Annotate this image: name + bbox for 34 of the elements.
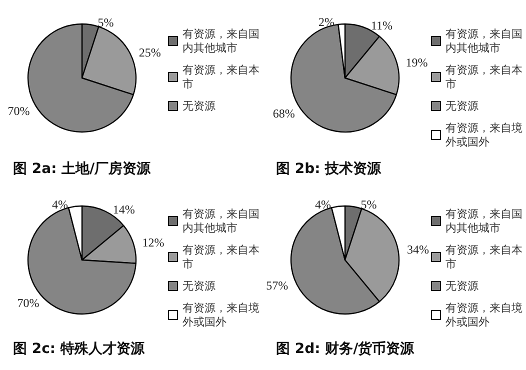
data-label: 5% <box>98 16 114 30</box>
data-label: 70% <box>8 104 30 118</box>
text: 图 2b: 技术资源 <box>276 161 382 177</box>
data-label: 5% <box>360 198 377 212</box>
legend-label: 无资源 <box>182 100 216 112</box>
legend-label: 有资源，来自境外或国外 <box>446 302 522 328</box>
data-label: 4% <box>52 197 68 212</box>
legend-label: 有资源，来自境外或国外 <box>182 302 260 328</box>
legend-label: 无资源 <box>446 280 478 292</box>
data-label: 12% <box>142 236 164 250</box>
legend-label: 有资源，来自国内其他城市 <box>446 28 522 54</box>
legend-label: 有资源，来自国内其他城市 <box>182 28 260 54</box>
legend-label: 无资源 <box>446 100 478 112</box>
data-label: 34% <box>407 242 430 257</box>
data-label: 68% <box>272 106 295 121</box>
legend-label: 有资源，来自国内其他城市 <box>182 208 260 234</box>
data-label: 70% <box>17 296 40 310</box>
data-label: 25% <box>138 46 161 60</box>
text: 图 2d: 财务/货币资源 <box>276 340 416 357</box>
legend-label: 有资源，来自本市 <box>182 64 260 90</box>
legend-label: 无资源 <box>182 280 216 292</box>
data-label: 2% <box>318 15 334 30</box>
text: 图 2a: 土地/厂房资源 <box>13 160 152 177</box>
data-label: 57% <box>266 278 288 292</box>
data-label: 14% <box>112 202 135 216</box>
text: 图 2c: 特殊人才资源 <box>13 341 146 357</box>
legend-label: 有资源，来自本市 <box>182 244 260 270</box>
data-label: 4% <box>314 197 331 212</box>
data-label: 11% <box>370 18 393 32</box>
data-label: 19% <box>406 55 428 70</box>
legend-label: 有资源，来自本市 <box>446 244 522 270</box>
legend-label: 有资源，来自国内其他城市 <box>446 208 522 234</box>
legend-label: 有资源，来自本市 <box>446 64 522 90</box>
legend-label: 有资源，来自境外或国外 <box>446 122 522 148</box>
